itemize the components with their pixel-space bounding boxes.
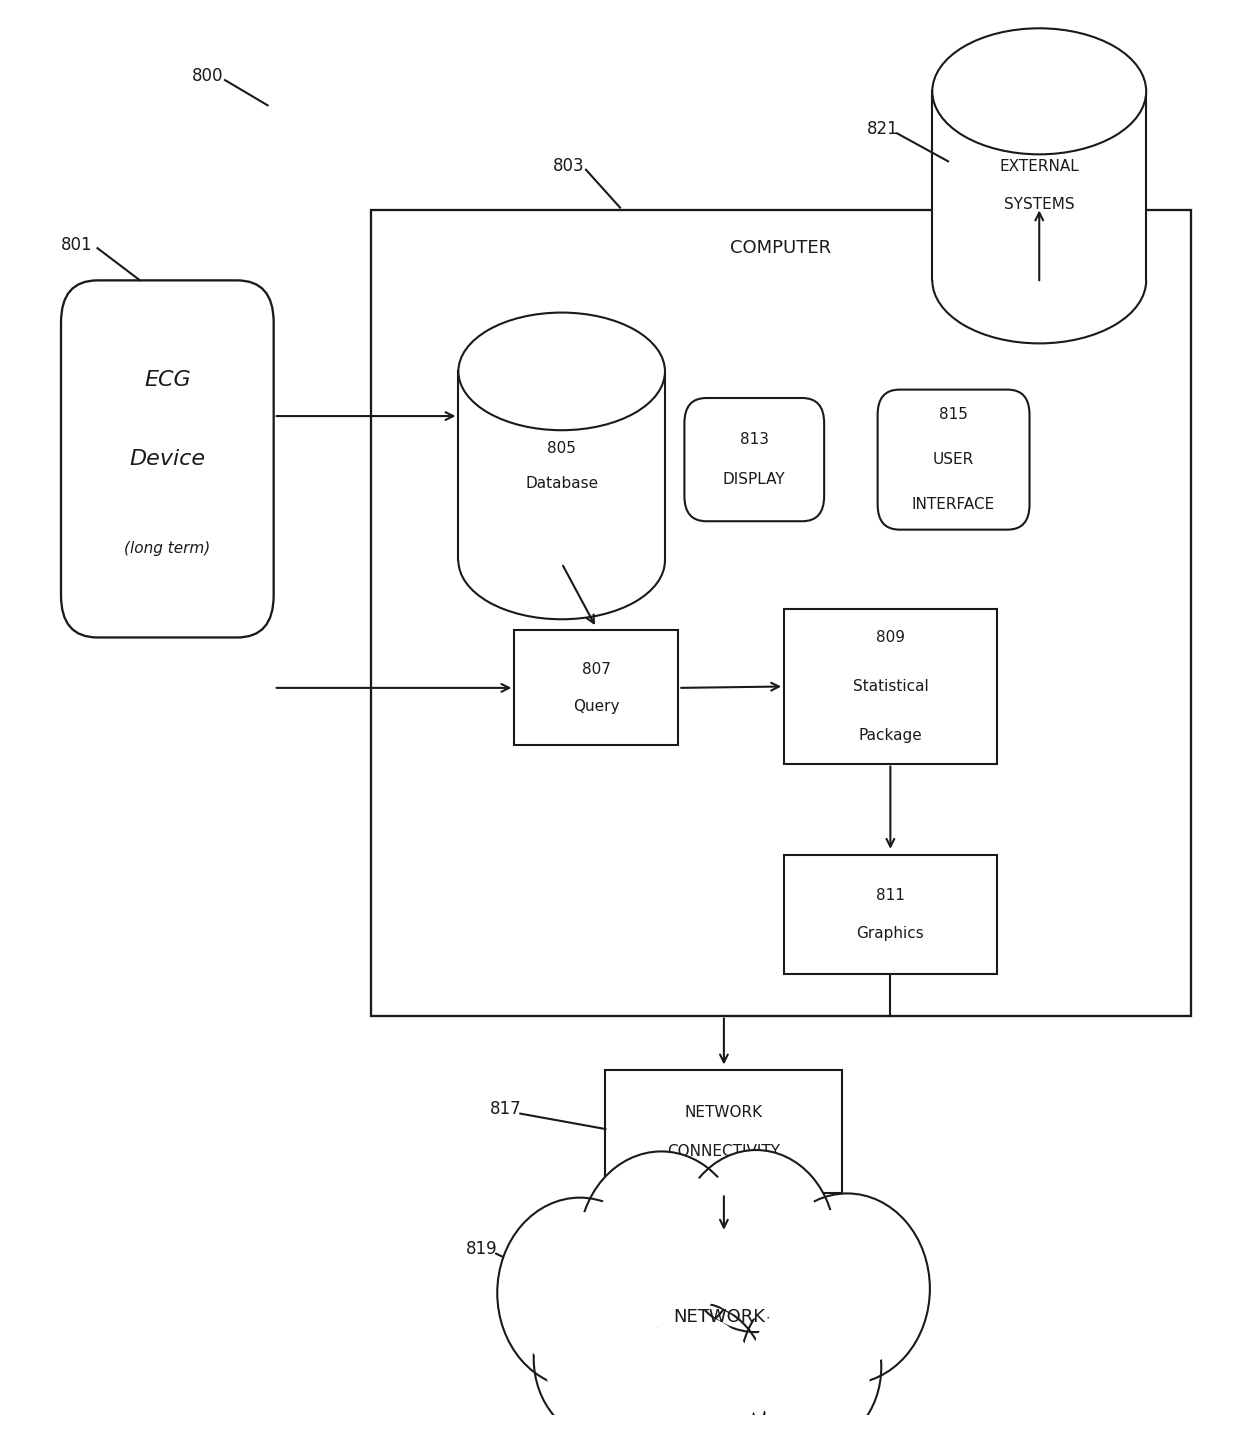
Bar (371, 210, 1192, 1016)
Text: 819: 819 (466, 1240, 497, 1259)
Ellipse shape (459, 313, 665, 430)
Text: Device: Device (129, 449, 206, 469)
Text: Database: Database (525, 476, 598, 492)
Text: EXTERNAL: EXTERNAL (999, 160, 1079, 174)
Text: Graphics: Graphics (857, 926, 924, 940)
Polygon shape (459, 372, 665, 560)
FancyBboxPatch shape (61, 280, 274, 637)
Circle shape (634, 1315, 758, 1429)
Ellipse shape (932, 29, 1146, 154)
Bar (784, 855, 997, 973)
Circle shape (622, 1303, 769, 1429)
Bar (605, 1070, 842, 1193)
Circle shape (533, 1278, 675, 1429)
Text: 803: 803 (553, 157, 585, 174)
Circle shape (510, 1212, 650, 1373)
Text: 809: 809 (875, 630, 905, 644)
Circle shape (765, 1193, 930, 1383)
Text: 815: 815 (939, 407, 968, 423)
Text: NETWORK: NETWORK (673, 1308, 765, 1326)
Text: COMPUTER: COMPUTER (730, 239, 832, 257)
Circle shape (751, 1298, 870, 1429)
Circle shape (740, 1286, 882, 1429)
Text: 800: 800 (192, 67, 223, 84)
Text: Statistical: Statistical (853, 679, 929, 694)
Text: CONNECTIVITY: CONNECTIVITY (667, 1145, 780, 1159)
Bar (515, 630, 678, 746)
Text: Query: Query (573, 699, 620, 713)
Text: (long term): (long term) (124, 540, 211, 556)
Bar (784, 609, 997, 763)
Text: USER: USER (932, 452, 975, 467)
Circle shape (579, 1152, 744, 1342)
Text: DISPLAY: DISPLAY (723, 472, 786, 487)
Text: NETWORK: NETWORK (684, 1105, 763, 1119)
Text: 801: 801 (61, 236, 93, 254)
Circle shape (777, 1208, 918, 1369)
FancyBboxPatch shape (684, 399, 825, 522)
Text: INTERFACE: INTERFACE (911, 497, 996, 512)
Text: 817: 817 (490, 1100, 522, 1119)
Polygon shape (932, 91, 1146, 280)
Circle shape (497, 1198, 662, 1388)
FancyBboxPatch shape (878, 390, 1029, 530)
Text: Package: Package (858, 729, 923, 743)
Circle shape (689, 1163, 823, 1319)
Text: 807: 807 (582, 662, 611, 677)
Text: 811: 811 (875, 887, 905, 903)
Circle shape (591, 1166, 732, 1328)
Circle shape (677, 1150, 835, 1332)
Circle shape (544, 1289, 665, 1428)
Text: 805: 805 (547, 440, 577, 456)
Text: 821: 821 (867, 120, 899, 139)
Text: ECG: ECG (144, 370, 191, 390)
Text: SYSTEMS: SYSTEMS (1004, 197, 1075, 213)
Text: 813: 813 (740, 433, 769, 447)
